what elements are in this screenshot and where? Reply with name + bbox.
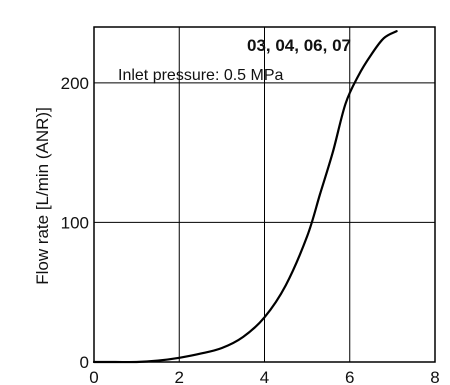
x-tick-label: 2 — [175, 368, 184, 385]
series-label: 03, 04, 06, 07 — [247, 36, 351, 55]
series-line — [92, 30, 398, 364]
y-tick-label: 100 — [61, 213, 89, 232]
plot-frame — [93, 26, 436, 363]
grid-lines — [94, 27, 435, 362]
series-group — [92, 30, 398, 364]
x-tick-label: 4 — [260, 368, 269, 385]
x-tick-label: 8 — [430, 368, 439, 385]
y-tick-label: 0 — [80, 353, 89, 372]
y-tick-labels: 0 100 200 — [61, 74, 89, 372]
y-axis-title: Flow rate [L/min (ANR)] — [33, 107, 52, 285]
x-tick-label: 0 — [89, 368, 98, 385]
x-tick-label: 6 — [345, 368, 354, 385]
y-tick-label: 200 — [61, 74, 89, 93]
x-tick-labels: 0 2 4 6 8 — [89, 368, 439, 385]
inlet-pressure-annotation: Inlet pressure: 0.5 MPa — [118, 67, 284, 84]
